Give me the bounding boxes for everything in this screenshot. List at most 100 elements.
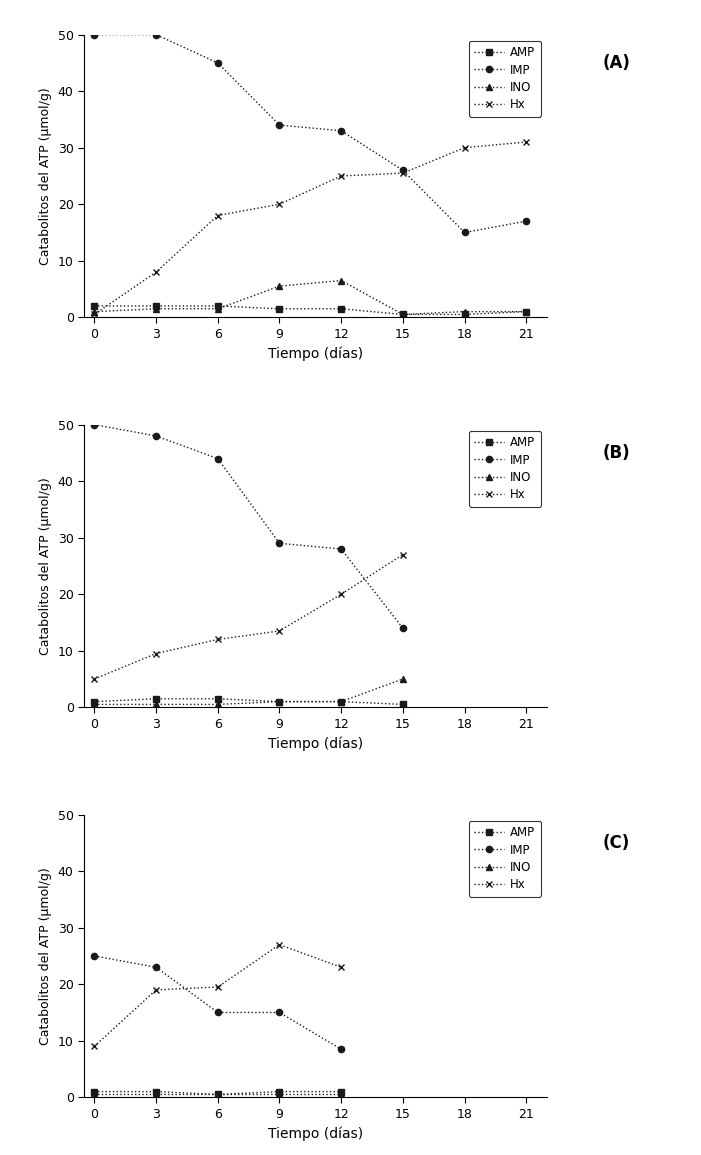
Line: AMP: AMP — [91, 303, 529, 318]
INO — [90, 698, 99, 711]
IMP — [152, 429, 161, 442]
IMP — [275, 1006, 284, 1020]
Text: (C): (C) — [602, 834, 629, 852]
AMP — [275, 301, 284, 315]
Legend: AMP, IMP, INO, Hx: AMP, IMP, INO, Hx — [468, 820, 541, 896]
INO — [214, 1088, 222, 1102]
Hx — [214, 209, 222, 223]
INO — [399, 672, 407, 686]
AMP — [399, 307, 407, 321]
Line: IMP: IMP — [91, 422, 406, 632]
INO — [214, 698, 222, 711]
IMP — [214, 452, 222, 465]
INO — [90, 1088, 99, 1102]
INO — [152, 301, 161, 315]
Y-axis label: Catabolitos del ATP (μmol/g): Catabolitos del ATP (μmol/g) — [39, 87, 52, 264]
Text: (B): (B) — [602, 445, 630, 462]
Hx — [399, 166, 407, 180]
IMP — [214, 55, 222, 69]
Hx — [214, 981, 222, 994]
AMP — [214, 299, 222, 313]
Y-axis label: Catabolitos del ATP (μmol/g): Catabolitos del ATP (μmol/g) — [39, 867, 52, 1045]
INO — [522, 305, 531, 319]
Line: IMP: IMP — [91, 31, 529, 236]
IMP — [275, 536, 284, 550]
INO — [461, 305, 469, 319]
INO — [275, 280, 284, 293]
Hx — [522, 135, 531, 149]
AMP — [461, 307, 469, 321]
INO — [337, 694, 346, 708]
Hx — [90, 1040, 99, 1053]
INO — [399, 307, 407, 321]
Hx — [337, 587, 346, 601]
IMP — [337, 124, 346, 137]
X-axis label: Tiempo (días): Tiempo (días) — [268, 1126, 363, 1141]
Legend: AMP, IMP, INO, Hx: AMP, IMP, INO, Hx — [468, 431, 541, 507]
AMP — [152, 1085, 161, 1098]
Line: INO: INO — [91, 676, 406, 708]
Hx — [152, 266, 161, 280]
IMP — [337, 542, 346, 556]
INO — [152, 1088, 161, 1102]
Hx — [461, 141, 469, 155]
Text: (A): (A) — [602, 54, 630, 73]
INO — [152, 698, 161, 711]
INO — [275, 694, 284, 708]
AMP — [337, 301, 346, 315]
AMP — [399, 698, 407, 711]
Hx — [90, 672, 99, 686]
INO — [337, 1088, 346, 1102]
IMP — [399, 163, 407, 177]
AMP — [90, 1085, 99, 1098]
Line: IMP: IMP — [91, 953, 344, 1052]
Hx — [275, 938, 284, 952]
Line: AMP: AMP — [91, 1088, 344, 1097]
INO — [90, 305, 99, 319]
AMP — [275, 694, 284, 708]
X-axis label: Tiempo (días): Tiempo (días) — [268, 346, 363, 360]
IMP — [461, 225, 469, 239]
AMP — [214, 1088, 222, 1102]
Hx — [399, 547, 407, 561]
AMP — [152, 299, 161, 313]
AMP — [337, 694, 346, 708]
IMP — [90, 28, 99, 42]
AMP — [90, 299, 99, 313]
Line: Hx: Hx — [91, 552, 406, 683]
Hx — [337, 960, 346, 974]
Hx — [214, 633, 222, 647]
Hx — [152, 983, 161, 997]
IMP — [214, 1006, 222, 1020]
IMP — [90, 418, 99, 432]
Legend: AMP, IMP, INO, Hx: AMP, IMP, INO, Hx — [468, 40, 541, 117]
Line: Hx: Hx — [91, 941, 344, 1050]
Hx — [275, 624, 284, 638]
IMP — [337, 1042, 346, 1056]
Hx — [337, 169, 346, 182]
IMP — [522, 214, 531, 228]
IMP — [152, 960, 161, 974]
Y-axis label: Catabolitos del ATP (μmol/g): Catabolitos del ATP (μmol/g) — [39, 477, 52, 655]
Line: INO: INO — [91, 277, 529, 318]
IMP — [152, 28, 161, 42]
AMP — [90, 694, 99, 708]
AMP — [214, 692, 222, 706]
Line: Hx: Hx — [91, 139, 529, 318]
AMP — [152, 692, 161, 706]
AMP — [522, 305, 531, 319]
Hx — [90, 307, 99, 321]
Line: AMP: AMP — [91, 695, 406, 708]
Hx — [275, 198, 284, 211]
Hx — [152, 647, 161, 661]
IMP — [90, 949, 99, 963]
AMP — [337, 1085, 346, 1098]
Line: INO: INO — [91, 1091, 344, 1097]
X-axis label: Tiempo (días): Tiempo (días) — [268, 736, 363, 751]
AMP — [275, 1085, 284, 1098]
INO — [275, 1088, 284, 1102]
IMP — [275, 118, 284, 132]
INO — [214, 301, 222, 315]
IMP — [399, 621, 407, 635]
INO — [337, 274, 346, 288]
